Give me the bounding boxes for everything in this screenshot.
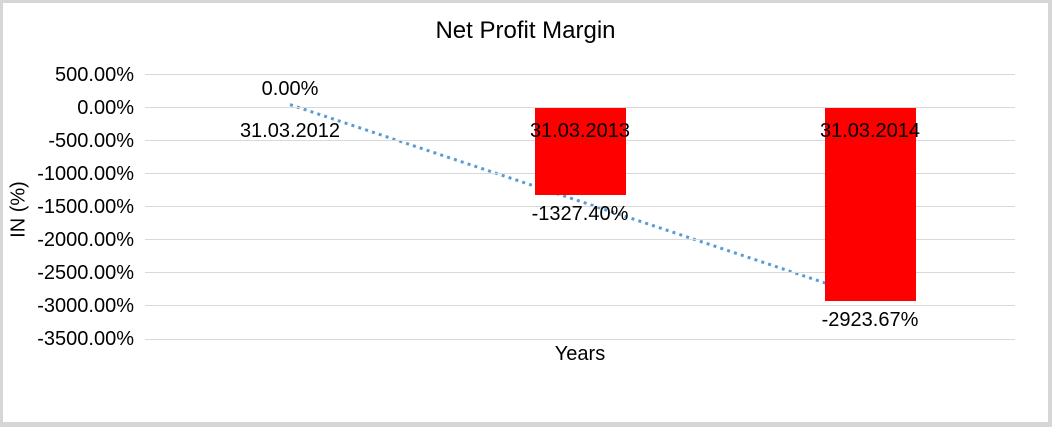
category-label: 31.03.2012: [239, 119, 341, 142]
y-axis-tick-label: -1500.00%: [37, 195, 134, 218]
gridline: [145, 206, 1015, 208]
category-label: 31.03.2014: [819, 119, 921, 142]
gridline: [145, 272, 1015, 274]
bar-data-label: -1327.40%: [531, 203, 629, 226]
y-axis-tick-label: 500.00%: [55, 63, 134, 86]
bar-data-label: 0.00%: [261, 77, 319, 100]
gridline: [145, 239, 1015, 241]
bar: [824, 107, 916, 301]
chart-title: Net Profit Margin: [435, 17, 616, 44]
y-axis-tick-label: 0.00%: [77, 96, 134, 119]
gridline: [145, 305, 1015, 307]
y-axis-tick-label: -2500.00%: [37, 261, 134, 284]
gridline: [145, 338, 1015, 340]
bar: [534, 107, 626, 196]
x-axis-title: Years: [554, 343, 606, 365]
y-axis-tick-label: -3500.00%: [37, 328, 134, 350]
y-axis-tick-label: -500.00%: [48, 129, 134, 152]
y-axis-tick-label: -2000.00%: [37, 228, 134, 251]
category-label: 31.03.2013: [529, 119, 631, 142]
bar-data-label: -2923.67%: [821, 308, 919, 331]
y-axis-tick-label: -1000.00%: [37, 162, 134, 185]
y-axis-tick-label: -3000.00%: [37, 294, 134, 317]
gridline: [145, 74, 1015, 75]
